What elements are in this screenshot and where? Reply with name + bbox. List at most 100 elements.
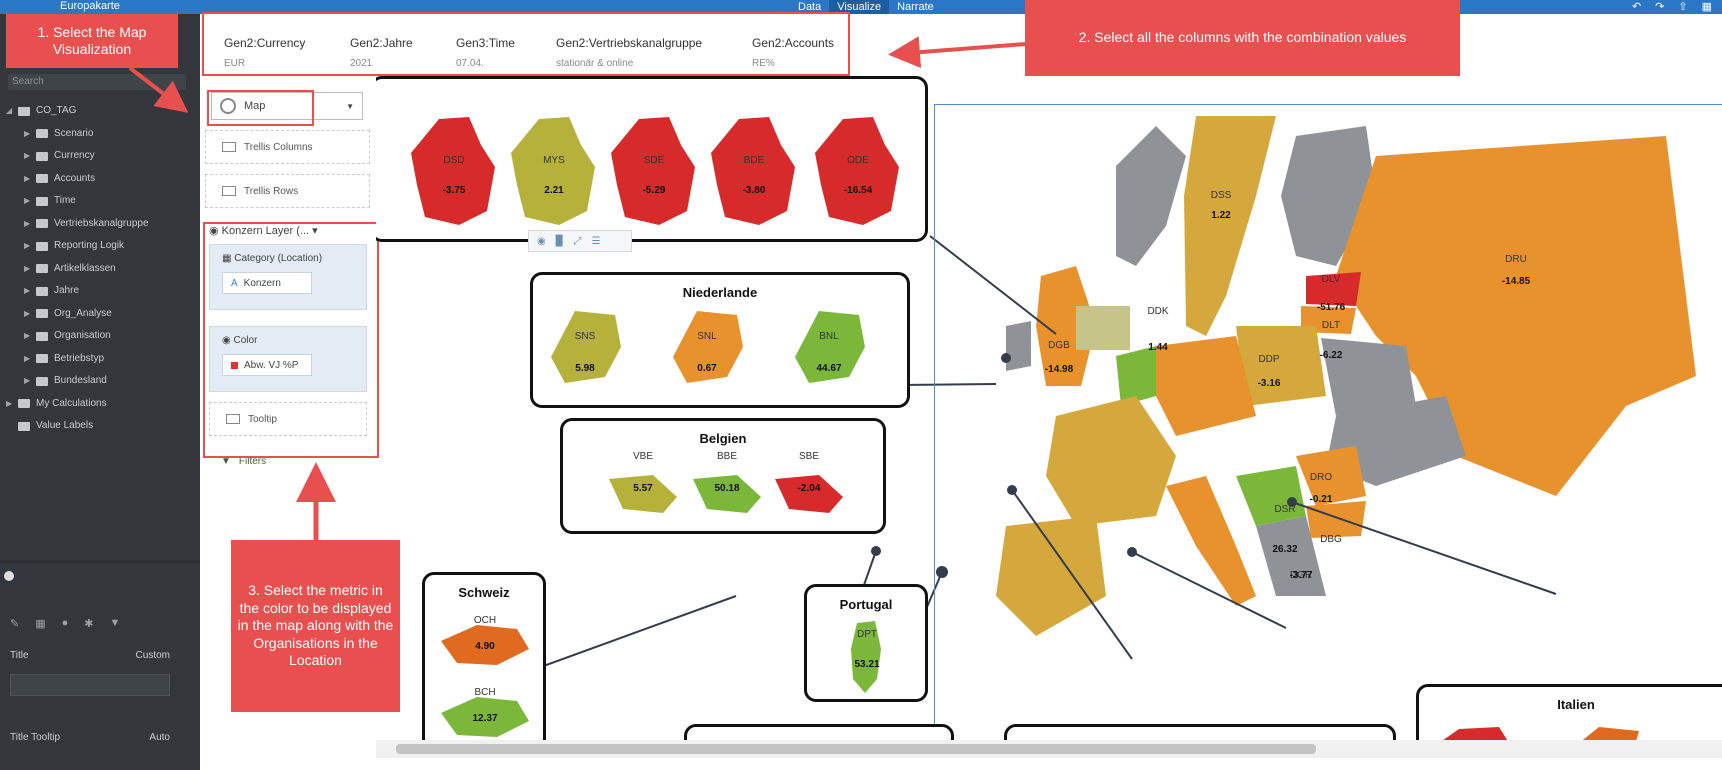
analytics-icon[interactable]: ✱ <box>84 618 94 630</box>
belgien-panel[interactable]: Belgien VBE 5.57 BBE 50.18 SBE -2.04 <box>560 418 886 534</box>
niederlande-panel[interactable]: Niederlande SNS 5.98 SNL 0.67 BNL 44.67 <box>530 272 910 408</box>
tab-visualize[interactable]: Visualize <box>829 0 890 14</box>
tree-item[interactable]: ▶ Bundesland <box>24 375 107 386</box>
category-location-drop[interactable]: ▦ Category (Location) A Konzern <box>209 244 367 310</box>
title-input[interactable] <box>10 674 170 696</box>
tree-item[interactable]: ▶ Scenario <box>24 127 94 139</box>
layer-select[interactable]: ◉ Konzern Layer (... ▾ <box>209 225 318 237</box>
spain-shape[interactable] <box>996 516 1106 636</box>
uk-shape[interactable] <box>1036 266 1096 386</box>
europe-map[interactable] <box>376 76 1722 740</box>
tree-item[interactable]: ▶ Accounts <box>24 172 96 184</box>
column-header[interactable]: Gen2:Currency <box>224 36 306 50</box>
partial-panel[interactable] <box>1004 724 1396 740</box>
color-header: ◉ Color <box>222 335 258 346</box>
tree-item[interactable]: ▶ Artikelklassen <box>24 262 116 274</box>
trellis-columns-drop[interactable]: Trellis Columns <box>205 130 370 164</box>
region-shape[interactable]: BNL 44.67 <box>789 307 869 387</box>
column-header[interactable]: Gen2:Accounts <box>752 36 835 50</box>
region-shape[interactable]: SNS 5.98 <box>545 307 625 387</box>
filters-drop[interactable]: ▼ Filters <box>205 444 370 478</box>
expand-icon[interactable]: ⤢ <box>573 235 582 247</box>
region-shape[interactable]: BCH 12.37 <box>437 687 533 740</box>
norway-shape[interactable] <box>1116 126 1186 266</box>
column-header[interactable]: Gen3:Time <box>456 36 515 50</box>
folder-icon <box>36 331 48 341</box>
attribute-icon: A <box>231 277 238 289</box>
italy-shape[interactable] <box>1166 476 1256 606</box>
region-shape[interactable]: SBE -2.04 <box>769 451 849 531</box>
region-shape[interactable]: BDE -3.80 <box>709 115 799 227</box>
benelux-shape[interactable] <box>1116 346 1156 406</box>
tree-item[interactable]: ◢ CO_TAG <box>6 105 77 116</box>
search-input[interactable]: Search <box>8 74 186 90</box>
export-icon[interactable]: ⇧ <box>1678 1 1688 13</box>
region-shape[interactable]: SDE -5.29 <box>609 115 699 227</box>
italien-panel[interactable]: Italien <box>1416 684 1722 740</box>
region-shape[interactable]: DSD -3.75 <box>409 115 499 227</box>
tree-item[interactable]: ▶ Reporting Logik <box>24 240 125 251</box>
globe-icon <box>220 98 236 114</box>
tab-data[interactable]: Data <box>798 1 822 13</box>
region-shape[interactable]: ODE -16.54 <box>813 115 903 227</box>
russia-shape[interactable] <box>1336 136 1696 496</box>
portugal-panel[interactable]: Portugal DPT 53.21 <box>804 584 928 702</box>
undo-icon[interactable]: ↶ <box>1631 1 1642 13</box>
visual-selection-frame[interactable] <box>934 104 1722 740</box>
tree-item[interactable]: Value Labels <box>6 415 196 438</box>
tree-item[interactable]: ▶ My Calculations <box>6 397 107 409</box>
sweden-shape[interactable] <box>1184 116 1276 336</box>
tooltip-drop[interactable]: Tooltip <box>209 402 367 436</box>
bulgaria-shape[interactable] <box>1306 501 1366 538</box>
region-shape[interactable]: OCH 4.90 <box>437 615 533 671</box>
region-shape[interactable]: MYS 2.21 <box>509 115 599 227</box>
tab-narrate[interactable]: Narrate <box>897 1 934 13</box>
scrollbar-thumb[interactable] <box>396 744 1316 754</box>
filter-icon[interactable]: ▼ <box>109 617 121 629</box>
tree-item[interactable]: ▶ Time <box>24 195 76 206</box>
latvia-shape[interactable] <box>1306 272 1361 306</box>
greece-shape[interactable] <box>1256 516 1326 596</box>
partial-panel[interactable] <box>684 724 954 740</box>
tree-item[interactable]: ▶ Betriebstyp <box>24 352 105 364</box>
menu-icon[interactable]: ☰ <box>591 235 601 247</box>
callout-step1: 1. Select the Map Visualization <box>6 14 178 68</box>
schweiz-panel[interactable]: Schweiz OCH 4.90 BCH 12.37 <box>422 572 546 740</box>
france-shape[interactable] <box>1046 396 1176 526</box>
germany-panel[interactable]: DSD -3.75 MYS 2.21 SDE -5.29 BDE -3.80 O… <box>376 76 928 242</box>
visualization-type-select[interactable]: Map ▼ <box>211 92 363 120</box>
globe-icon[interactable]: ◉ <box>537 235 546 247</box>
brush-icon[interactable]: ✎ <box>10 618 20 630</box>
circle-icon[interactable]: ● <box>61 617 69 629</box>
chart-icon[interactable]: ▉ <box>555 235 564 247</box>
tree-item[interactable]: ▶ Jahre <box>24 285 80 296</box>
map-canvas[interactable]: DSS 1.22 DRU -14.85 DGB -14.98 DDP -3.16 DDK… <box>376 76 1722 740</box>
region-shape[interactable]: SNL 0.67 <box>667 307 747 387</box>
region-shape <box>511 117 595 225</box>
column-header[interactable]: Gen2:Jahre <box>350 36 413 50</box>
trellis-rows-drop[interactable]: Trellis Rows <box>205 174 370 208</box>
region-shape[interactable]: VBE 5.57 <box>603 451 683 531</box>
color-chip[interactable]: Abw. VJ %P <box>222 354 312 376</box>
poland-shape[interactable] <box>1236 326 1326 406</box>
belarus-shape[interactable] <box>1321 338 1416 416</box>
category-chip[interactable]: A Konzern <box>222 272 312 294</box>
color-drop[interactable]: ◉ Color Abw. VJ %P <box>209 326 367 392</box>
ireland-shape[interactable] <box>1006 321 1031 371</box>
central-shape[interactable] <box>1156 336 1256 436</box>
anchor-dot <box>936 566 948 578</box>
column-header[interactable]: Gen2:Vertriebskanalgruppe <box>556 36 703 50</box>
tree-item[interactable]: ▶ Organisation <box>24 330 111 341</box>
romania-shape[interactable] <box>1296 446 1366 506</box>
horizontal-scrollbar[interactable] <box>376 740 1722 758</box>
redo-icon[interactable]: ↷ <box>1655 1 1665 13</box>
tree-item[interactable]: ▶ Currency <box>24 150 95 161</box>
region-shape[interactable]: BBE 50.18 <box>687 451 767 531</box>
save-icon[interactable]: ▦ <box>1701 1 1712 13</box>
grid-icon[interactable]: ▦ <box>35 618 46 630</box>
balkans-shape[interactable] <box>1236 466 1306 526</box>
ukraine-shape[interactable] <box>1326 396 1466 486</box>
tree-item[interactable]: ▶ Org_Analyse <box>24 307 112 319</box>
region-shape[interactable]: DPT 53.21 <box>837 619 897 697</box>
tree-item[interactable]: ▶ Vertriebskanalgruppe <box>24 217 149 229</box>
